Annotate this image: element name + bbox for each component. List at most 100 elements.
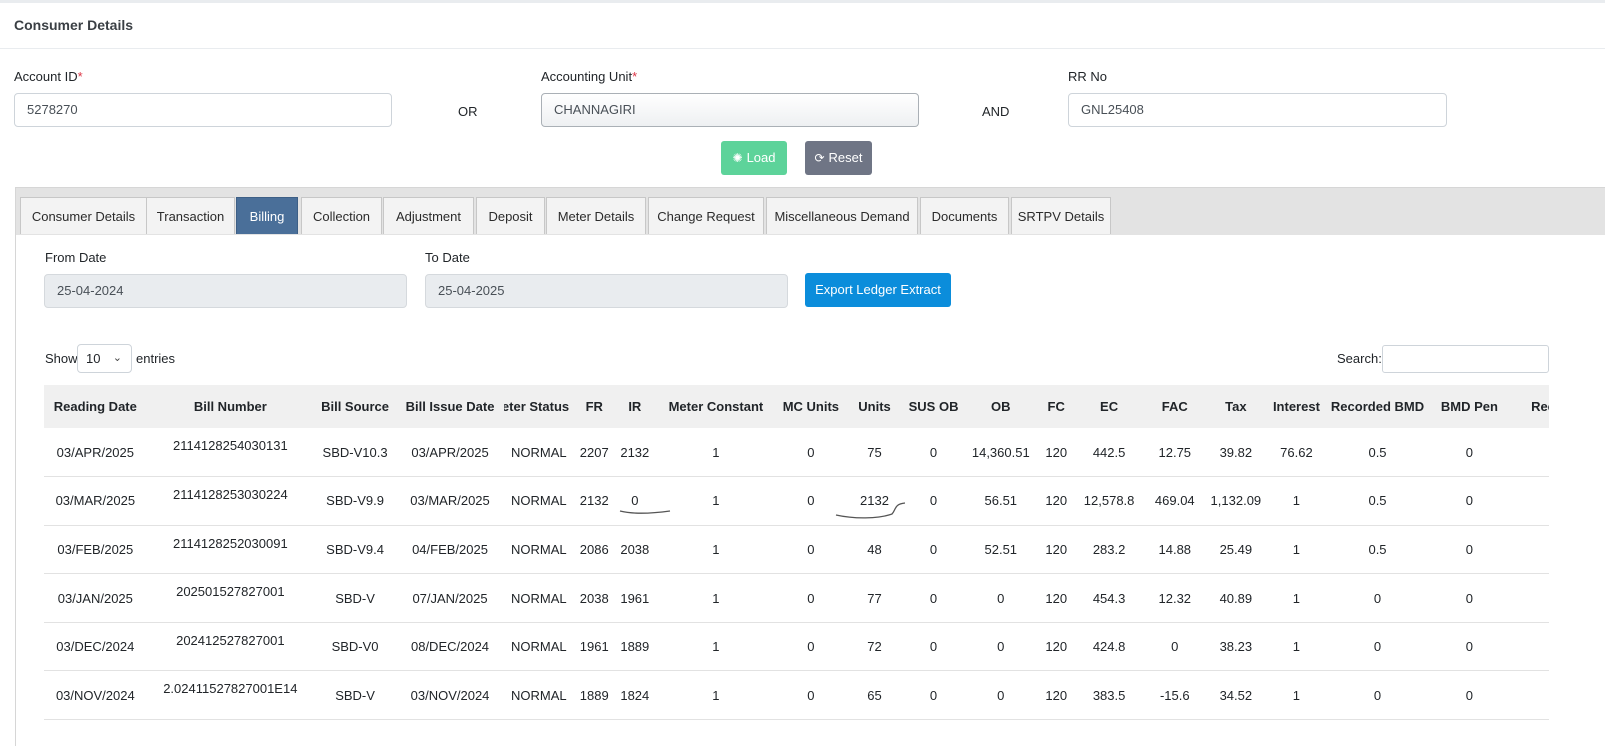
table-cell <box>1510 477 1549 526</box>
tab-srtpv-details[interactable]: SRTPV Details <box>1011 197 1111 234</box>
table-cell: 56.51 <box>984 493 1018 509</box>
table-row[interactable]: 03/DEC/2024 202412527827001 SBD-V0 08/DEC/2… <box>44 622 1549 671</box>
column-header[interactable]: Meter Constant <box>668 399 764 414</box>
column-header[interactable]: FR <box>585 399 603 414</box>
title-divider <box>0 48 1605 49</box>
table-row[interactable]: 03/FEB/2025 2114128252030091 SBD-V9.4 04/FE… <box>44 525 1549 574</box>
table-cell: 12.75 <box>1158 444 1192 460</box>
table-cell: NORMAL <box>511 639 567 655</box>
billing-table: Reading Date Bill Number Bill Source Bill I… <box>44 385 1549 720</box>
page-length-select[interactable]: 10 ⌄ <box>77 344 132 373</box>
load-button[interactable]: ✺ Load <box>721 141 787 175</box>
tab-bar: Consumer Details Transaction Billing Col… <box>16 188 1605 235</box>
export-ledger-button[interactable]: Export Ledger Extract <box>805 273 951 307</box>
table-cell: 1 <box>1292 541 1301 557</box>
accounting-unit-label-text: Accounting Unit <box>541 69 633 84</box>
column-header[interactable]: EC <box>1100 399 1119 414</box>
column-header[interactable]: Units <box>858 399 891 414</box>
table-cell: 76.62 <box>1280 444 1313 460</box>
table-cell: SBD-V0 <box>331 639 379 655</box>
entries-label: entries <box>136 351 176 366</box>
table-cell: 0 <box>929 687 938 703</box>
column-header[interactable]: eter Status <box>503 399 570 414</box>
column-header[interactable]: MC Units <box>782 399 840 414</box>
table-row[interactable]: 03/NOV/2024 2.02411527827001E14 SBD-V 03/NO… <box>44 671 1549 720</box>
search-input[interactable] <box>1382 345 1549 373</box>
page-title: Consumer Details <box>14 17 134 33</box>
table-cell: 0 <box>1465 639 1473 655</box>
table-cell: 0 <box>929 639 938 655</box>
table-cell: 0 <box>807 639 815 655</box>
table-cell: 14.88 <box>1158 541 1192 557</box>
table-cell: 120 <box>1045 639 1068 655</box>
accounting-unit-select[interactable]: CHANNAGIRI <box>541 93 919 127</box>
table-cell: 2038 <box>620 541 650 557</box>
table-cell: 04/FEB/2025 <box>412 541 488 557</box>
table-row[interactable]: 03/APR/2025 2114128254030131 SBD-V10.3 03/A… <box>44 428 1549 477</box>
tab-meter-details[interactable]: Meter Details <box>546 197 646 234</box>
refresh-icon: ⟳ <box>814 151 825 165</box>
account-id-label-text: Account ID <box>14 69 78 84</box>
tab-documents[interactable]: Documents <box>920 197 1009 234</box>
column-header[interactable]: OB <box>991 399 1011 414</box>
table-cell: NORMAL <box>511 444 567 460</box>
table-cell: 0 <box>929 541 938 557</box>
column-header[interactable]: IR <box>628 399 642 414</box>
table-cell: 03/NOV/2024 <box>410 687 490 703</box>
tab-transaction[interactable]: Transaction <box>146 197 235 234</box>
table-cell: 1 <box>1292 493 1301 509</box>
table-cell: 0 <box>1465 444 1473 460</box>
reset-button[interactable]: ⟳ Reset <box>805 141 872 175</box>
column-header[interactable]: Recorded BMD <box>1330 399 1425 414</box>
rr-no-input[interactable]: GNL25408 <box>1068 93 1447 127</box>
table-cell: 0 <box>997 639 1005 655</box>
table-row[interactable]: 03/MAR/2025 2114128253030224 SBD-V9.9 03/MA… <box>44 477 1549 526</box>
table-cell: 2086 <box>579 541 609 557</box>
account-id-input[interactable]: 5278270 <box>14 93 392 127</box>
tab-consumer-details[interactable]: Consumer Details <box>20 197 147 234</box>
required-marker: * <box>632 69 638 84</box>
tab-adjustment[interactable]: Adjustment <box>383 197 474 234</box>
table-cell: 52.51 <box>984 541 1018 557</box>
table-cell: 0.5 <box>1368 444 1387 460</box>
column-header[interactable]: Reading Date <box>53 399 137 414</box>
tab-collection[interactable]: Collection <box>301 197 382 234</box>
column-header[interactable]: Bill Source <box>321 399 390 414</box>
tab-miscellaneous-demand[interactable]: Miscellaneous Demand <box>766 197 918 234</box>
table-row[interactable]: 03/JAN/2025 202501527827001 SBD-V 07/JAN/20… <box>44 574 1549 623</box>
from-date-label: From Date <box>45 250 107 265</box>
table-cell: 2.02411527827001E14 <box>163 681 298 697</box>
or-separator: OR <box>458 104 478 119</box>
column-header[interactable]: Bill Number <box>193 399 267 414</box>
table-cell: 0 <box>1465 687 1473 703</box>
tab-deposit[interactable]: Deposit <box>476 197 545 234</box>
tab-change-request[interactable]: Change Request <box>648 197 764 234</box>
column-header[interactable]: Bill Issue Date <box>405 399 495 414</box>
column-header[interactable]: Interest <box>1272 399 1320 414</box>
column-header[interactable]: SUS OB <box>908 399 959 414</box>
table-cell: 03/FEB/2025 <box>57 541 134 557</box>
table-cell: 424.8 <box>1092 639 1126 655</box>
column-header[interactable]: FC <box>1047 399 1065 414</box>
tab-billing[interactable]: Billing <box>236 197 298 234</box>
column-header[interactable]: BMD Pen <box>1440 399 1498 414</box>
column-header[interactable]: Reco <box>1531 399 1549 414</box>
table-cell: NORMAL <box>511 687 567 703</box>
table-cell: 2114128252030091 <box>172 535 288 551</box>
table-cell: 0 <box>1465 493 1473 509</box>
rr-no-label: RR No <box>1068 69 1108 84</box>
show-label: Show <box>45 351 78 366</box>
from-date-input[interactable]: 25-04-2024 <box>44 274 407 308</box>
table-cell: 1 <box>712 541 720 557</box>
table-cell: 1961 <box>579 639 609 655</box>
to-date-input[interactable]: 25-04-2025 <box>425 274 788 308</box>
table-cell: 120 <box>1045 590 1068 606</box>
column-header[interactable]: FAC <box>1161 399 1188 414</box>
table-cell: 1 <box>1292 590 1301 606</box>
table-cell: 120 <box>1045 541 1068 557</box>
table-cell: 469.04 <box>1154 493 1195 509</box>
table-cell: 1824 <box>620 687 650 703</box>
table-cell: SBD-V9.9 <box>326 493 384 509</box>
table-cell: 34.52 <box>1219 687 1253 703</box>
column-header[interactable]: Tax <box>1225 399 1247 414</box>
